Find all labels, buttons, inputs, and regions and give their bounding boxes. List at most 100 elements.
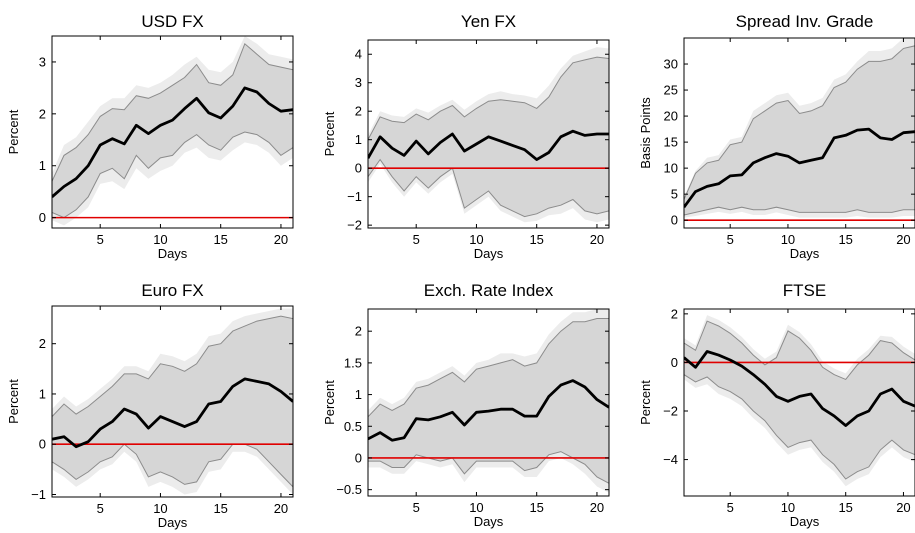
plot-area (684, 315, 915, 487)
y-tick-label: −1 (31, 487, 46, 502)
chart-title: Exch. Rate Index (424, 281, 554, 300)
point-estimate-line (52, 86, 293, 198)
plot-area (52, 36, 293, 226)
y-tick-label: −2 (663, 404, 678, 419)
axes-frame (683, 308, 915, 497)
y-tick-label: 2 (39, 106, 46, 121)
x-axis-label: Days (790, 246, 820, 261)
chart-panel: 5 10 15 20 −0.5 0 0.5 1 1.5 2 Exch. Rate Index Days… (322, 281, 610, 529)
chart-panel: 5 10 15 20 0 5 10 15 20 25 30 Spread Inv. Grade Days… (638, 12, 915, 261)
x-tick-label: 20 (274, 232, 288, 247)
y-axis-label: Percent (6, 379, 21, 424)
inner-confidence-band (52, 43, 293, 218)
x-tick-label: 5 (727, 500, 734, 515)
axes-frame (51, 35, 294, 229)
x-axis-label: Days (474, 514, 504, 529)
y-tick-label: 0 (671, 355, 678, 370)
y-tick-label: 4 (355, 47, 362, 62)
y-tick-label: 1 (355, 132, 362, 147)
inner-band-lower-edge (684, 374, 915, 480)
y-tick-label: 0.5 (344, 419, 362, 434)
y-tick-label: 0 (671, 213, 678, 228)
y-axis-label: Percent (638, 380, 653, 425)
x-axis-label: Days (158, 246, 188, 261)
plot-area (52, 308, 293, 495)
y-tick-label: 10 (664, 161, 678, 176)
y-tick-label: 2 (39, 336, 46, 351)
inner-confidence-band (368, 318, 609, 484)
inner-band-lower-edge (368, 158, 609, 218)
y-tick-label: −2 (347, 218, 362, 233)
y-tick-label: 25 (664, 83, 678, 98)
x-tick-label: 15 (529, 232, 543, 247)
chart-title: Spread Inv. Grade (736, 12, 874, 31)
chart-title: Yen FX (461, 12, 516, 31)
point-estimate-line (52, 377, 293, 449)
point-estimate-line (368, 129, 609, 161)
point-estimate-line (368, 379, 609, 442)
x-tick-label: 15 (838, 500, 852, 515)
x-tick-label: 10 (469, 232, 483, 247)
inner-band-lower-edge (52, 443, 293, 488)
y-axis-label: Percent (322, 380, 337, 425)
x-tick-label: 20 (590, 232, 604, 247)
y-tick-label: 1 (39, 386, 46, 401)
chart-title: FTSE (783, 281, 826, 300)
y-tick-label: 0 (355, 450, 362, 465)
x-tick-label: 10 (469, 500, 483, 515)
plot-area (684, 38, 915, 221)
plot-area (368, 47, 609, 223)
y-tick-label: 0 (39, 437, 46, 452)
y-axis-label: Percent (322, 111, 337, 156)
chart-panel: 5 10 15 20 0 1 2 3 USD FX Days Percent (6, 12, 294, 261)
x-tick-label: 5 (413, 232, 420, 247)
y-tick-label: 3 (355, 75, 362, 90)
x-tick-label: 5 (97, 232, 104, 247)
y-tick-label: 5 (671, 187, 678, 202)
y-tick-label: 1 (355, 387, 362, 402)
y-axis-label: Basis Points (638, 97, 653, 169)
x-tick-label: 10 (781, 500, 795, 515)
x-tick-label: 20 (590, 500, 604, 515)
x-tick-label: 5 (727, 232, 734, 247)
axes-frame (367, 308, 610, 497)
y-tick-label: 20 (664, 109, 678, 124)
inner-band-lower-edge (368, 451, 609, 484)
x-tick-label: 20 (896, 500, 910, 515)
chart-panel: 5 10 15 20 −2 −1 0 1 2 3 4 Yen FX Days Percent (322, 12, 610, 261)
y-tick-label: −1 (347, 189, 362, 204)
x-tick-label: 15 (213, 501, 227, 516)
inner-band-lower-edge (684, 206, 915, 216)
inner-confidence-band (684, 321, 915, 479)
axes-frame (367, 39, 610, 229)
y-axis-label: Percent (6, 109, 21, 154)
x-axis-label: Days (474, 246, 504, 261)
y-tick-label: 2 (355, 324, 362, 339)
chart-panel: 5 10 15 20 −4 −2 0 2 FTSE Days Percent (638, 281, 915, 529)
x-tick-label: 15 (838, 232, 852, 247)
y-tick-label: 15 (664, 135, 678, 150)
x-tick-label: 20 (274, 501, 288, 516)
inner-band-upper-edge (52, 315, 293, 417)
chart-panel: 5 10 15 20 −1 0 1 2 Euro FX Days Percent (6, 281, 294, 530)
y-tick-label: 1.5 (344, 355, 362, 370)
inner-band-upper-edge (52, 42, 293, 182)
axes-frame (683, 37, 915, 229)
point-estimate-line (684, 127, 915, 209)
point-estimate-line (684, 350, 915, 427)
inner-band-upper-edge (368, 56, 609, 140)
y-tick-label: −4 (663, 452, 678, 467)
x-tick-label: 10 (153, 501, 167, 516)
inner-confidence-band (684, 45, 915, 215)
x-tick-label: 15 (213, 232, 227, 247)
x-tick-label: 5 (97, 501, 104, 516)
inner-band-upper-edge (684, 320, 915, 381)
y-tick-label: 1 (39, 158, 46, 173)
chart-title: USD FX (141, 12, 203, 31)
y-tick-label: 2 (355, 104, 362, 119)
x-axis-label: Days (790, 514, 820, 529)
y-tick-label: 3 (39, 54, 46, 69)
x-tick-label: 15 (529, 500, 543, 515)
inner-band-upper-edge (368, 318, 609, 418)
